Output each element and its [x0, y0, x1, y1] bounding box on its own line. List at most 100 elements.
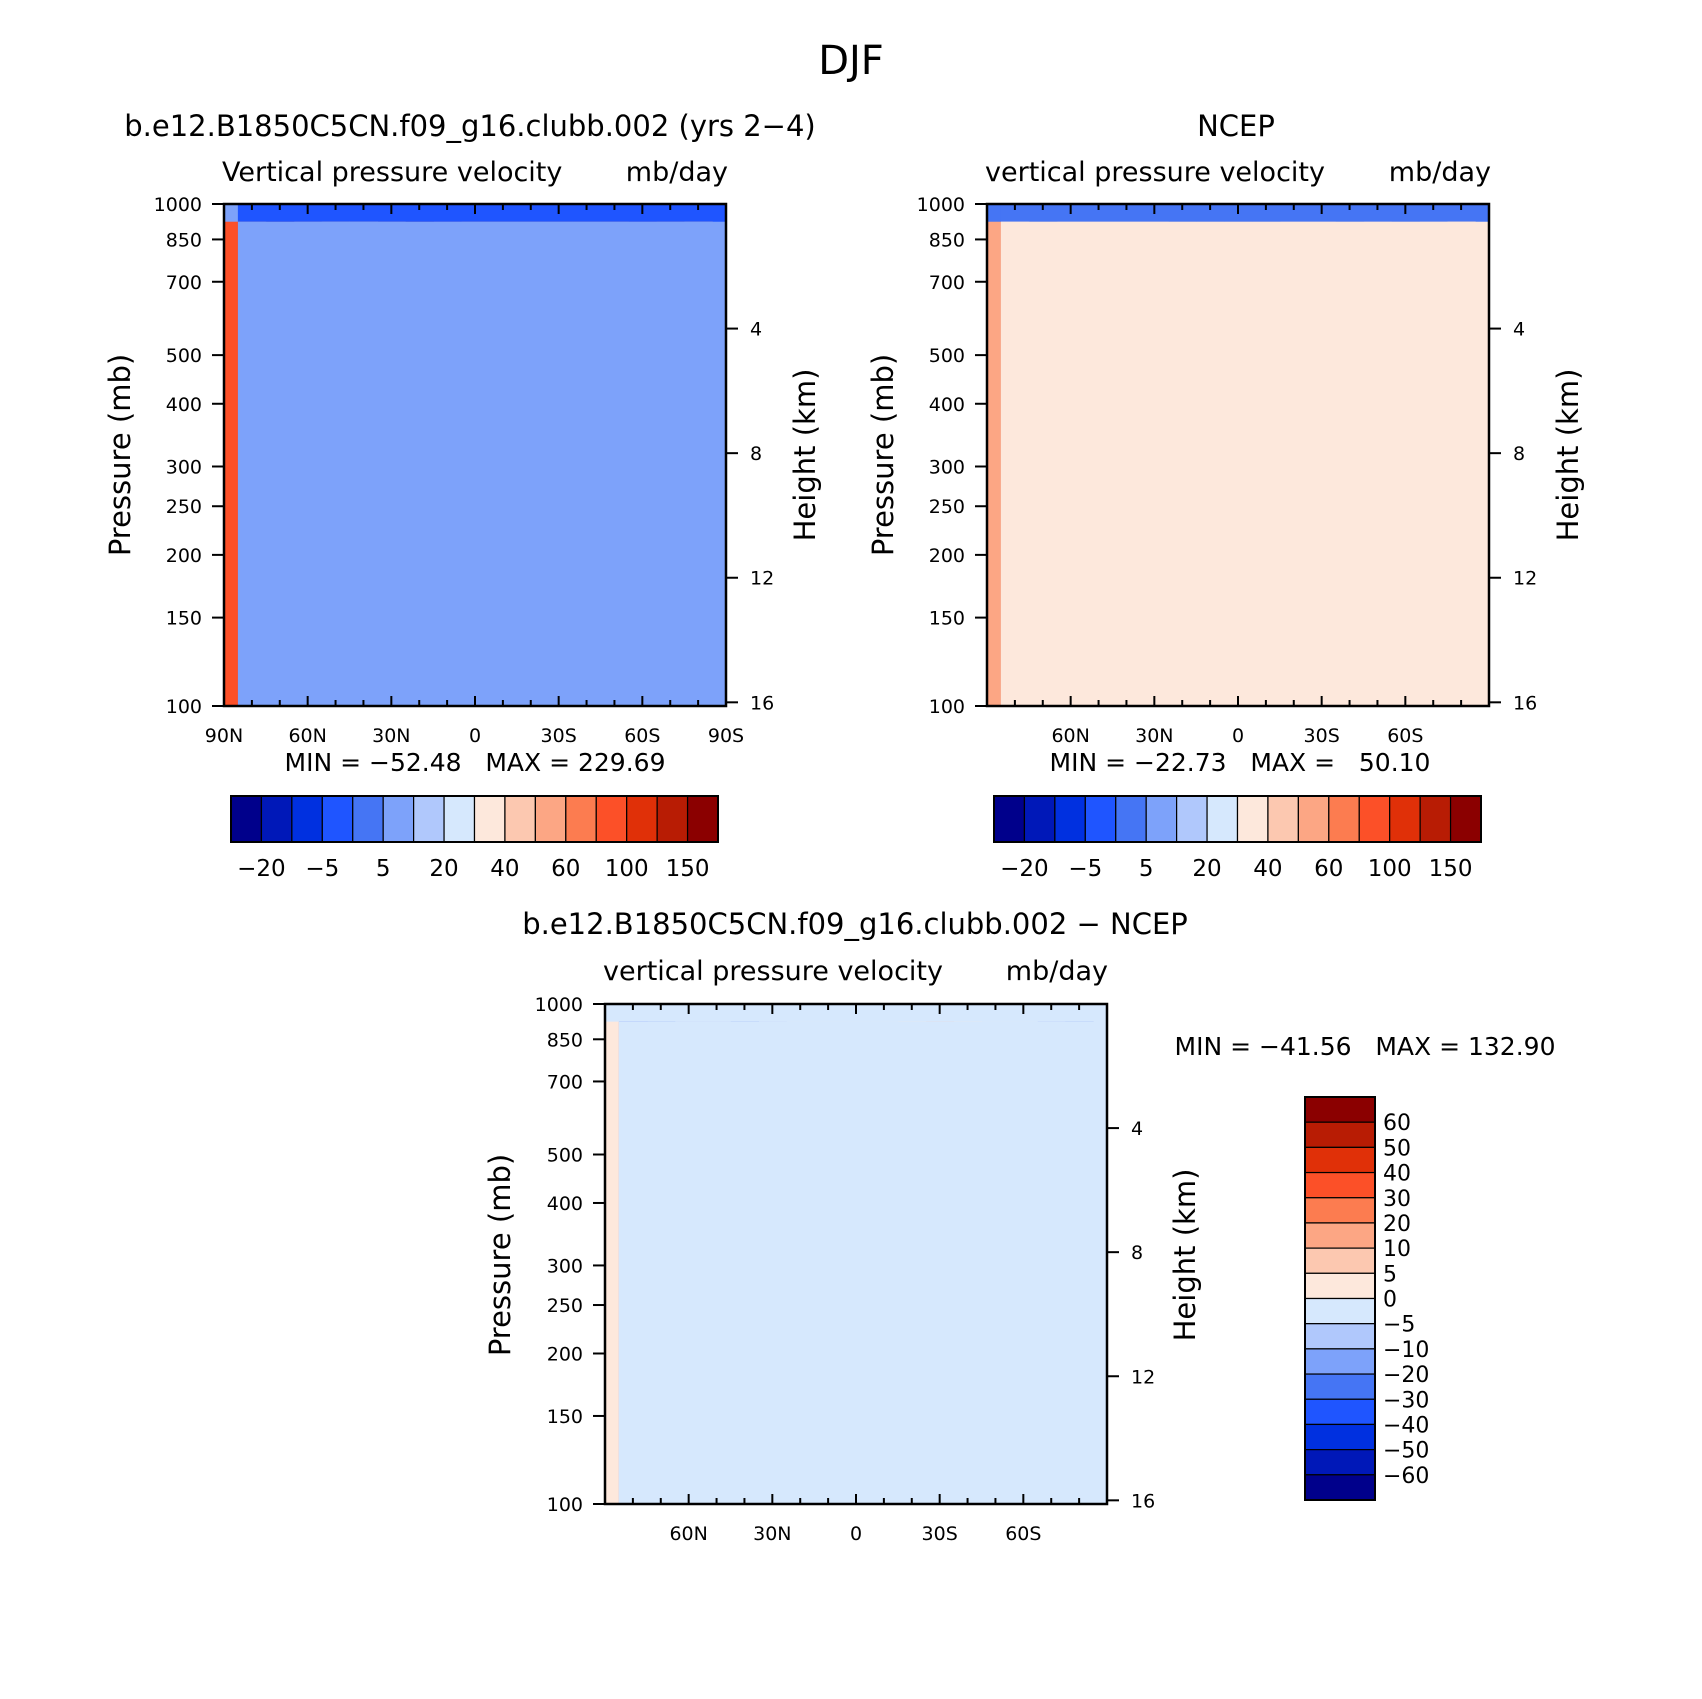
model-colorbar-swatch: [352, 795, 384, 843]
diff-y-tick-label: 200: [547, 1343, 583, 1365]
ncep-colorbar-swatch: [1176, 795, 1208, 843]
ncep-x-tick-label: 0: [1232, 725, 1244, 747]
diff-colorbar-label: 0: [1383, 1288, 1397, 1313]
ncep-colorbar-swatch: [1389, 795, 1421, 843]
model-y2-tick-label: 12: [750, 568, 774, 590]
ncep-cell: [1000, 221, 1490, 707]
diff-y-tick-label: 850: [547, 1029, 583, 1051]
model-colorbar-label: −20: [237, 856, 286, 882]
ncep-colorbar-label: −20: [1000, 856, 1049, 882]
diff-x-tick-label: 30S: [922, 1523, 958, 1545]
diff-colorbar-label: −50: [1383, 1439, 1429, 1464]
model-x-tick-label: 0: [469, 725, 481, 747]
diff-y2-tick-label: 8: [1131, 1242, 1143, 1264]
diff-colorbar-label: −5: [1383, 1313, 1415, 1338]
model-y2-tick-label: 4: [750, 319, 762, 341]
model-colorbar-swatch: [565, 795, 597, 843]
ncep-y-tick-label: 850: [929, 229, 965, 251]
ncep-x-tick-label: 60N: [1051, 725, 1089, 747]
diff-subtitle-units: mb/day: [1006, 956, 1108, 987]
ncep-y2-tick-label: 4: [1513, 319, 1525, 341]
model-y-tick-label: 400: [166, 394, 202, 416]
model-colorbar-swatch: [686, 795, 719, 843]
diff-colorbar-swatch: [1304, 1348, 1376, 1375]
model-y2-tick-label: 16: [750, 692, 774, 714]
diff-colorbar-label: −60: [1383, 1464, 1429, 1489]
diff-colorbar-label: 10: [1383, 1237, 1411, 1262]
diff-stats: MIN = −41.56 MAX = 132.90: [1175, 1032, 1556, 1061]
diff-colorbar-label: −40: [1383, 1413, 1429, 1438]
ncep-colorbar: −20 −5 5 20 40 60 100 150: [993, 795, 1482, 882]
model-colorbar-swatch: [413, 795, 445, 843]
model-x-tick-label: 90N: [205, 725, 243, 747]
diff-panel-title: b.e12.B1850C5CN.f09_g16.clubb.002 − NCEP: [522, 907, 1188, 941]
diff-colorbar-swatch: [1304, 1121, 1376, 1148]
ncep-plot: 60N 30N 0 30S 60S 100 150 200 250 300 400 500 700 850…: [917, 194, 1538, 747]
model-colorbar: −20 −5 5 20 40 60 100 150: [230, 795, 719, 882]
diff-panel: b.e12.B1850C5CN.f09_g16.clubb.002 − NCEP…: [483, 907, 1555, 1356]
diff-y-tick-label: 500: [547, 1145, 583, 1167]
model-colorbar-label: 60: [551, 856, 580, 882]
diff-colorbar-label: −20: [1383, 1363, 1429, 1388]
ncep-colorbar-label: −5: [1068, 856, 1102, 882]
model-colorbar-swatch: [291, 795, 323, 843]
ncep-colorbar-swatch: [1236, 795, 1269, 843]
model-y-tick-label: 500: [166, 345, 202, 367]
ncep-colorbar-swatch: [993, 795, 1026, 843]
ncep-colorbar-frame: [993, 795, 1482, 843]
model-colorbar-label: 100: [605, 856, 649, 882]
model-colorbar-swatch: [504, 795, 536, 843]
ncep-y-tick-label: 1000: [917, 194, 965, 216]
diff-colorbar-swatch: [1304, 1323, 1376, 1350]
diff-colorbar-label: −30: [1383, 1388, 1429, 1413]
figure-title: DJF: [818, 38, 884, 84]
model-x-tick-label: 30N: [372, 725, 410, 747]
ncep-colorbar-swatch: [1449, 795, 1482, 843]
model-colorbar-swatch: [656, 795, 689, 843]
model-stats: MIN = −52.48 MAX = 229.69: [285, 748, 666, 777]
model-colorbar-swatch: [595, 795, 628, 843]
ncep-y2-tick-label: 16: [1513, 692, 1537, 714]
ncep-colorbar-swatch: [1145, 795, 1178, 843]
model-colorbar-label: 40: [490, 856, 519, 882]
diff-x-tick-label: 0: [850, 1523, 862, 1545]
ncep-colorbar-swatch: [1419, 795, 1452, 843]
diff-colorbar-label: 60: [1383, 1111, 1411, 1136]
model-x-tick-label: 30S: [541, 725, 577, 747]
diff-colorbar-label: 5: [1383, 1262, 1397, 1287]
ncep-colorbar-label: 5: [1139, 856, 1154, 882]
model-colorbar-swatch: [534, 795, 567, 843]
diff-x-tick-label: 60N: [669, 1523, 707, 1545]
diff-y2-tick-label: 16: [1131, 1490, 1155, 1512]
ncep-x-tick-label: 60S: [1387, 725, 1423, 747]
model-colorbar-swatch: [473, 795, 506, 843]
model-colorbar-label: −5: [305, 856, 339, 882]
model-colorbar-swatch: [321, 795, 354, 843]
diff-y-tick-label: 250: [547, 1295, 583, 1317]
ncep-colorbar-label: 20: [1192, 856, 1221, 882]
ncep-colorbar-swatch: [1084, 795, 1117, 843]
model-y-tick-label: 150: [166, 608, 202, 630]
diff-y-tick-label: 400: [547, 1193, 583, 1215]
model-colorbar-label: 150: [666, 856, 710, 882]
diff-colorbar-label: 20: [1383, 1212, 1411, 1237]
ncep-subtitle-variable: vertical pressure velocity: [985, 157, 1325, 188]
model-panel-title: b.e12.B1850C5CN.f09_g16.clubb.002 (yrs 2…: [124, 109, 816, 143]
diff-colorbar-swatch: [1304, 1197, 1376, 1224]
model-y-tick-label: 700: [166, 272, 202, 294]
diff-subtitle-variable: vertical pressure velocity: [603, 956, 943, 987]
ncep-x-tick-label: 30N: [1135, 725, 1173, 747]
ncep-y2-tick-label: 12: [1513, 568, 1537, 590]
ncep-y-tick-label: 700: [929, 272, 965, 294]
ncep-colorbar-swatch: [1358, 795, 1391, 843]
diff-y-tick-label: 700: [547, 1071, 583, 1093]
diff-colorbar-label: 30: [1383, 1187, 1411, 1212]
diff-colorbar-swatch: [1304, 1222, 1376, 1249]
diff-y-tick-label: 100: [547, 1494, 583, 1516]
model-colorbar-frame: [230, 795, 719, 843]
diff-colorbar-swatch: [1304, 1146, 1376, 1174]
model-subtitle-variable: Vertical pressure velocity: [222, 157, 562, 188]
ncep-y-tick-label: 100: [929, 696, 965, 718]
